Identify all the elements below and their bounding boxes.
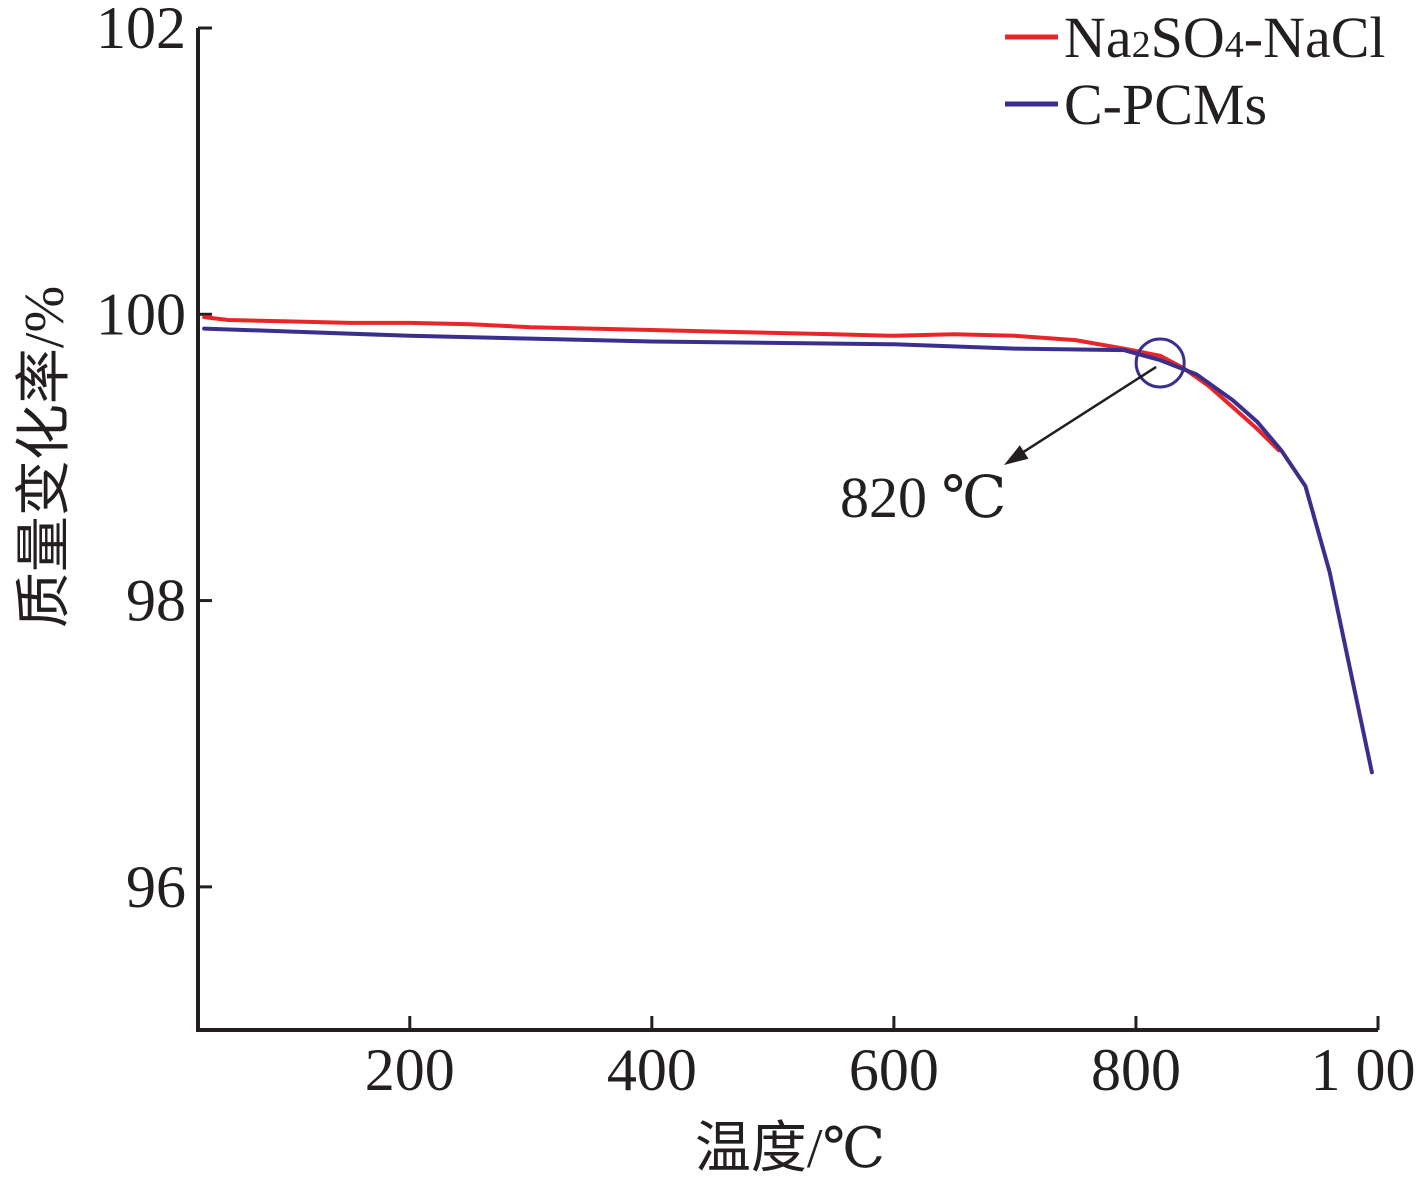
legend-label-na2so4-nacl: Na2SO4-NaCl	[1064, 5, 1386, 70]
series-layer	[202, 315, 1374, 775]
x-tick-label-400: 400	[607, 1037, 697, 1103]
x-tick-label-200: 200	[365, 1037, 455, 1103]
legend: Na2SO4-NaCl C-PCMs	[1005, 5, 1386, 137]
legend-text-part: 2	[1132, 24, 1151, 66]
annotation-arrowhead	[1004, 445, 1029, 465]
legend-text-part: SO	[1151, 5, 1225, 70]
x-tick-label-600: 600	[849, 1037, 939, 1103]
y-tick-label-100: 100	[96, 281, 186, 347]
annotation-label: 820 ℃	[840, 465, 1006, 530]
legend-label-c-pcms: C-PCMs	[1064, 72, 1267, 137]
y-tick-label-98: 98	[126, 568, 186, 634]
x-ticks: 200 400 600 800 1 000	[365, 1016, 1417, 1103]
x-axis-title: 温度/℃	[695, 1118, 885, 1180]
x-tick-label-1000: 1 000	[1311, 1037, 1417, 1103]
series-line-na2so4-nacl	[202, 315, 1281, 453]
y-tick-label-102: 102	[96, 0, 186, 61]
legend-text-part: 4	[1225, 24, 1244, 66]
y-tick-label-96: 96	[126, 854, 186, 920]
legend-text-part: Na	[1064, 5, 1132, 70]
annotation-layer: 820 ℃	[840, 337, 1186, 530]
x-tick-label-800: 800	[1091, 1037, 1181, 1103]
axes	[196, 28, 1378, 1032]
legend-text-part: C-PCMs	[1064, 72, 1267, 137]
annotation-circle	[1134, 337, 1186, 389]
y-ticks: 96 98 100 102	[96, 0, 212, 920]
annotation-arrow	[1013, 365, 1157, 460]
legend-text-part: -NaCl	[1244, 5, 1386, 70]
y-axis-title: 质量变化率/%	[14, 286, 76, 628]
series-line-c-pcms	[202, 326, 1374, 775]
